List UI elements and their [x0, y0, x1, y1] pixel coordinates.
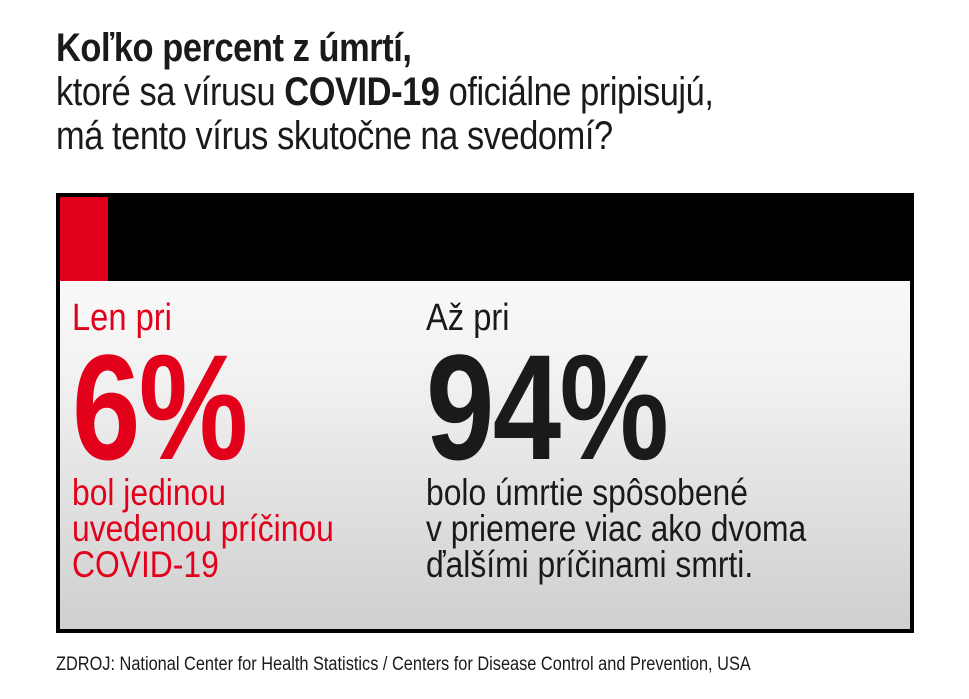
headline: Koľko percent z úmrtí, ktoré sa vírusu C… [56, 26, 936, 158]
left-stat-desc-1: bol jedinou [72, 472, 226, 513]
headline-covid-bold: COVID-19 [284, 70, 440, 114]
right-stat-desc-1: bolo úmrtie spôsobené [426, 472, 748, 513]
left-stat: Len pri 6% bol jedinou uvedenou príčinou… [72, 297, 376, 585]
left-stat-desc-2: uvedenou príčinou [72, 508, 334, 549]
headline-line-2: ktoré sa vírusu COVID-19 oficiálne pripi… [56, 70, 813, 114]
stats-card: Len pri 6% bol jedinou uvedenou príčinou… [56, 193, 914, 633]
left-stat-value: 6% [72, 323, 248, 491]
headline-line-2-pre: ktoré sa vírusu [56, 70, 285, 114]
headline-line-1: Koľko percent z úmrtí, [56, 26, 412, 70]
source-note: ZDROJ: National Center for Health Statis… [56, 654, 751, 675]
right-stat: Až pri 94% bolo úmrtie spôsobené v priem… [426, 297, 868, 585]
card-top-bar [60, 197, 910, 281]
headline-line-3: má tento vírus skutočne na svedomí? [56, 114, 613, 158]
right-stat-value: 94% [426, 323, 669, 491]
right-stat-desc-2: v priemere viac ako dvoma [426, 508, 807, 549]
right-stat-desc-3: ďalšími príčinami smrti. [426, 544, 754, 585]
left-stat-desc-3: COVID-19 [72, 544, 219, 585]
card-red-accent [60, 197, 108, 281]
right-stat-lead: Až pri [426, 297, 510, 339]
left-stat-lead: Len pri [72, 297, 172, 339]
headline-line-2-post: oficiálne pripisujú, [439, 70, 714, 114]
